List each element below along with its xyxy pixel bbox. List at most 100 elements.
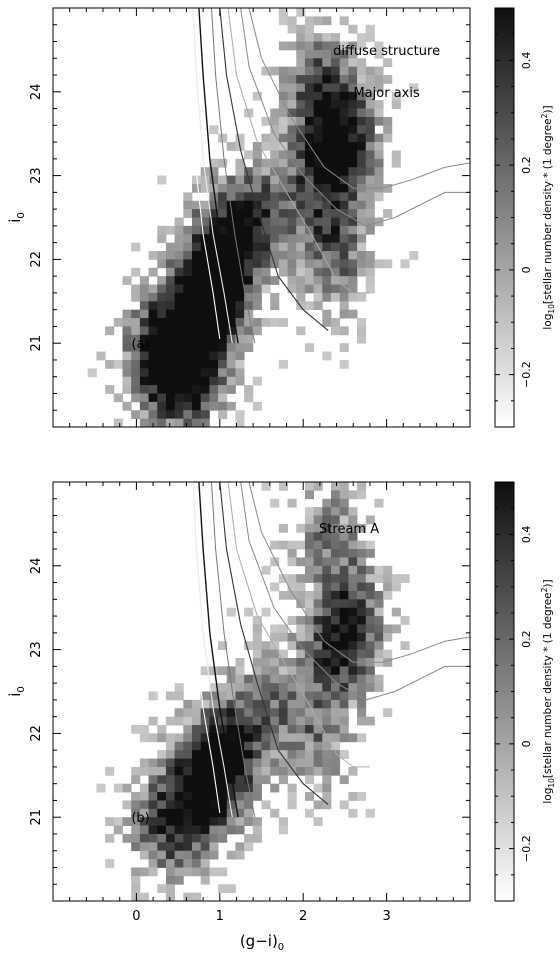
density-cell — [270, 292, 280, 302]
annotation-label: Stream A — [319, 522, 379, 537]
density-cell — [304, 632, 315, 642]
density-cell — [304, 167, 315, 176]
density-cell — [374, 565, 384, 575]
density-cell — [209, 385, 219, 394]
density-cell — [322, 318, 332, 327]
density-cell — [235, 750, 245, 759]
density-cell — [296, 292, 306, 302]
density-cell — [339, 309, 349, 319]
density-cell — [348, 267, 358, 277]
density-cell — [244, 641, 254, 650]
density-cell — [287, 708, 297, 718]
density-cell — [261, 175, 271, 185]
density-cell — [218, 393, 228, 403]
density-cell — [226, 817, 236, 826]
density-cell — [226, 376, 236, 386]
density-cell — [287, 158, 297, 168]
density-cell — [270, 632, 280, 642]
y-axis-label: i0 — [6, 686, 27, 697]
density-cell — [252, 649, 262, 659]
density-cell — [365, 624, 375, 634]
density-cell — [235, 418, 245, 427]
density-cell — [278, 725, 288, 734]
density-cell — [287, 590, 297, 600]
density-cell — [131, 825, 141, 835]
density-cell — [322, 716, 332, 726]
density-cell — [331, 276, 341, 285]
density-cell — [192, 401, 202, 411]
density-cell — [313, 666, 323, 676]
density-cell — [209, 267, 219, 277]
density-cell — [322, 523, 332, 533]
density-cell — [200, 699, 210, 709]
density-cell — [105, 833, 115, 843]
density-cell — [331, 125, 341, 135]
density-cell — [374, 574, 384, 583]
density-cell — [331, 699, 341, 709]
density-cell — [192, 326, 202, 336]
density-cell — [313, 217, 323, 227]
density-cell — [200, 251, 210, 260]
density-cell — [174, 741, 184, 751]
density-cell — [200, 276, 210, 285]
density-cell — [218, 833, 228, 843]
density-cell — [304, 565, 315, 575]
density-cell — [339, 750, 349, 759]
density-cell — [209, 318, 219, 327]
density-cell — [244, 607, 254, 617]
density-cell — [218, 234, 228, 244]
density-cell — [261, 276, 271, 285]
density-cell — [357, 133, 367, 143]
density-cell — [339, 523, 349, 533]
density-cell — [357, 33, 367, 42]
density-cell — [183, 225, 193, 235]
density-cell — [261, 183, 271, 193]
density-cell — [296, 699, 306, 709]
density-cell — [226, 750, 236, 759]
density-cell — [313, 91, 323, 101]
density-cell — [348, 641, 358, 650]
density-cell — [131, 326, 141, 336]
density-cell — [374, 624, 384, 634]
density-cell — [348, 116, 358, 126]
isochrone-line — [192, 482, 233, 818]
density-cell — [278, 16, 288, 26]
density-cell — [131, 334, 141, 344]
density-cell — [331, 192, 341, 202]
density-cell — [183, 343, 193, 352]
density-cell — [339, 142, 349, 151]
density-cell — [313, 708, 323, 718]
colorbar-label: log10[stellar number density * (1 degree… — [540, 579, 556, 803]
density-cell — [339, 301, 349, 311]
density-cell — [261, 251, 271, 260]
density-cell — [235, 657, 245, 667]
density-cell — [374, 175, 384, 185]
density-cell — [322, 657, 332, 667]
density-cell — [278, 359, 288, 369]
density-cell — [357, 100, 367, 109]
density-cell — [287, 666, 297, 676]
density-cell — [261, 66, 271, 76]
density-cell — [287, 41, 297, 51]
density-cell — [157, 376, 167, 386]
density-cell — [96, 783, 106, 793]
density-cell — [313, 657, 323, 667]
density-cell — [261, 217, 271, 227]
density-cell — [391, 624, 401, 634]
density-cell — [304, 242, 315, 252]
density-cell — [218, 808, 228, 818]
density-cell — [304, 708, 315, 718]
density-map — [96, 482, 410, 901]
panel-label: (b) — [131, 811, 149, 826]
density-cell — [331, 498, 341, 508]
density-cell — [339, 549, 349, 558]
density-cell — [261, 691, 271, 701]
density-cell — [365, 284, 375, 294]
density-cell — [157, 234, 167, 244]
density-cell — [192, 833, 202, 843]
density-cell — [244, 842, 254, 852]
density-cell — [383, 582, 393, 592]
density-cell — [226, 142, 236, 151]
density-cell — [313, 766, 323, 776]
density-cell — [131, 267, 141, 277]
